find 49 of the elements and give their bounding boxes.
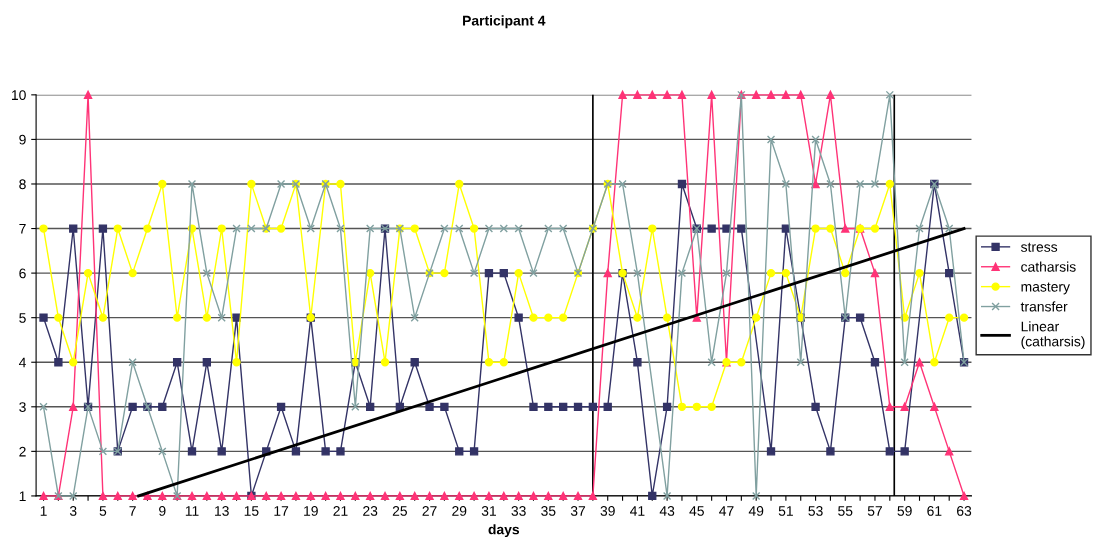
- y-tick-label: 6: [19, 268, 26, 279]
- legend-label: catharsis: [1021, 261, 1076, 272]
- x-tick-label: 51: [778, 506, 793, 516]
- y-tick-label: 7: [19, 224, 26, 234]
- x-tick-label: 35: [541, 506, 556, 516]
- x-tick-label: 41: [630, 506, 645, 516]
- x-tick-label: 63: [957, 506, 972, 516]
- x-tick-label: 49: [748, 506, 764, 516]
- x-tick-label: 17: [274, 506, 289, 516]
- x-tick-label: 47: [719, 506, 734, 516]
- y-tick-label: 1: [19, 491, 26, 501]
- x-tick-label: 15: [244, 506, 259, 516]
- y-tick-label: 3: [19, 402, 26, 412]
- x-tick-label: 57: [867, 506, 882, 516]
- x-tick-label: 29: [452, 506, 467, 516]
- x-tick-label: 33: [511, 506, 526, 516]
- x-tick-label: 13: [215, 506, 229, 516]
- y-tick-label: 8: [19, 179, 26, 190]
- x-tick-label: 19: [304, 506, 318, 516]
- x-tick-label: 55: [838, 506, 853, 516]
- x-tick-label: 45: [689, 506, 704, 516]
- legend-label: transfer: [1020, 301, 1068, 312]
- legend-label: mastery: [1021, 282, 1070, 295]
- y-tick-label: 4: [18, 357, 26, 368]
- legend-label: stress: [1020, 242, 1058, 252]
- x-tick-label: 43: [659, 506, 675, 516]
- y-tick-label: 5: [19, 313, 26, 323]
- x-axis-title: days: [488, 524, 520, 538]
- legend-label: Linear (catharsis): [1021, 321, 1085, 350]
- x-tick-label: 59: [897, 506, 912, 516]
- x-tick-label: 7: [129, 506, 136, 516]
- x-tick-label: 9: [159, 506, 166, 516]
- x-tick-label: 39: [600, 506, 615, 516]
- chart-title: Participant 4: [463, 15, 546, 29]
- x-tick-label: 21: [333, 506, 348, 516]
- y-tick-label: 10: [11, 90, 26, 101]
- x-tick-label: 53: [808, 506, 823, 516]
- x-tick-label: 3: [69, 506, 77, 516]
- x-tick-label: 37: [570, 506, 586, 516]
- x-tick-label: 25: [392, 506, 407, 516]
- x-tick-label: 1: [40, 506, 47, 516]
- x-tick-label: 27: [422, 506, 437, 516]
- x-tick-label: 5: [99, 506, 107, 516]
- y-tick-label: 9: [19, 134, 26, 145]
- x-tick-label: 31: [481, 506, 496, 516]
- y-tick-label: 2: [19, 446, 26, 457]
- x-tick-label: 61: [927, 506, 942, 516]
- x-tick-label: 11: [185, 506, 199, 516]
- x-tick-label: 23: [363, 506, 378, 516]
